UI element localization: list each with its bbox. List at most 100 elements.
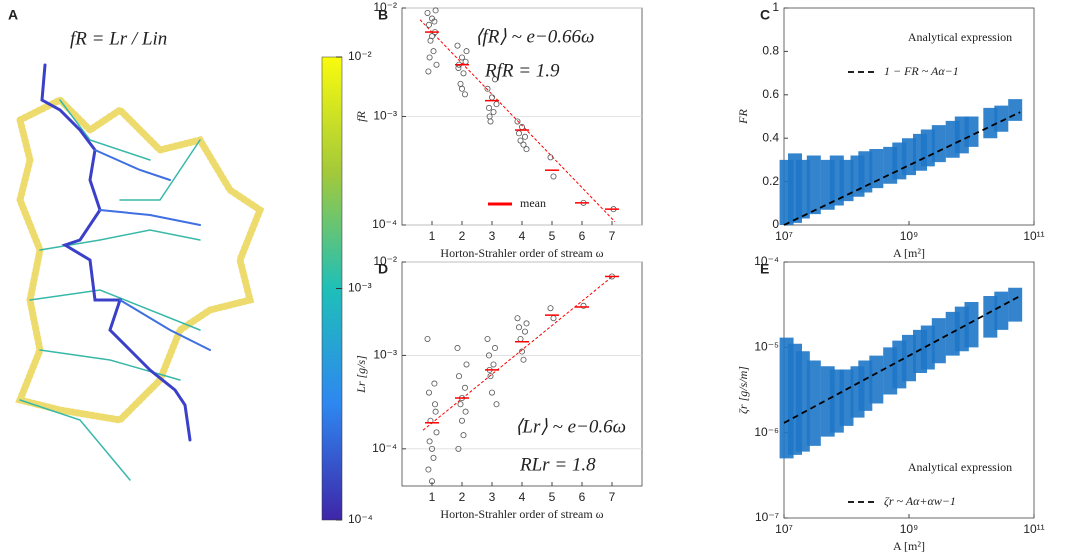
legend-label: mean <box>520 196 546 210</box>
panel-letter: D <box>378 261 388 277</box>
legend-label: ζr ~ Aα+αw−1 <box>884 494 956 508</box>
y-axis-label: Lr [g/s] <box>354 355 368 394</box>
y-tick-label: 1 <box>772 0 779 14</box>
point <box>460 70 467 77</box>
point <box>517 137 524 144</box>
y-axis-label: fR <box>354 111 368 122</box>
x-tick-label: 5 <box>549 490 556 504</box>
point <box>514 118 521 125</box>
point <box>516 324 523 331</box>
y-tick-label: 10⁻³ <box>373 348 397 362</box>
x-tick-label: 6 <box>579 229 586 243</box>
legend-title: Analytical expression <box>908 460 1012 474</box>
point <box>485 104 492 111</box>
y-tick-label: 0.6 <box>762 87 779 101</box>
y-axis-label: FR <box>736 109 750 125</box>
point <box>428 478 435 485</box>
river-network <box>15 63 265 481</box>
point <box>550 173 557 180</box>
point <box>460 432 467 439</box>
point <box>424 335 431 342</box>
x-tick-label: 10¹¹ <box>1023 522 1044 536</box>
y-tick-label: 0 <box>772 217 779 231</box>
x-tick-label: 7 <box>609 229 616 243</box>
point <box>433 429 440 436</box>
y-tick-label: 0.2 <box>762 174 779 188</box>
x-tick-label: 1 <box>429 229 436 243</box>
annotation: RLr = 1.8 <box>519 454 596 475</box>
point <box>523 146 530 153</box>
x-tick-label: 7 <box>609 490 616 504</box>
x-tick-label: 4 <box>519 490 526 504</box>
y-tick-label: 10⁻⁴ <box>372 441 397 455</box>
point <box>426 54 433 61</box>
map-title: fR = Lr / Lin <box>70 28 167 49</box>
point <box>485 352 492 359</box>
point <box>426 438 433 445</box>
point <box>484 85 491 92</box>
annotation: ⟨Lr⟩ ~ e−0.6ω <box>515 416 626 437</box>
y-tick-label: 10⁻⁷ <box>755 510 779 524</box>
point <box>454 42 461 49</box>
point <box>520 141 527 148</box>
y-tick-label: 10⁻⁴ <box>372 217 397 231</box>
point <box>458 417 465 424</box>
y-tick-label: 10⁻⁶ <box>754 425 779 439</box>
annotation: RfR = 1.9 <box>484 60 560 81</box>
point <box>491 76 498 83</box>
x-tick-label: 6 <box>579 490 586 504</box>
legend-label: 1 − FR ~ Aα−1 <box>884 64 959 78</box>
point <box>547 154 554 161</box>
point <box>425 21 432 28</box>
x-axis-label: A [m²] <box>893 539 925 553</box>
point <box>428 445 435 452</box>
x-tick-label: 3 <box>489 490 496 504</box>
point <box>432 7 439 14</box>
point <box>430 454 437 461</box>
point <box>458 85 465 92</box>
point <box>488 389 495 396</box>
colorbar-label: 10⁻³ <box>348 281 372 295</box>
x-tick-label: 10¹¹ <box>1023 229 1044 243</box>
x-tick-label: 2 <box>459 229 466 243</box>
point <box>431 401 438 408</box>
point <box>493 401 500 408</box>
x-tick-label: 2 <box>459 490 466 504</box>
fit-line <box>422 276 613 431</box>
y-tick-label: 10⁻⁵ <box>754 340 779 354</box>
point <box>463 361 470 368</box>
point <box>455 445 462 452</box>
x-axis-label: A [m²] <box>893 246 925 260</box>
point <box>490 109 497 116</box>
point <box>522 133 529 140</box>
point <box>431 380 438 387</box>
point <box>458 54 465 61</box>
point <box>520 356 527 363</box>
point <box>433 61 440 68</box>
y-tick-label: 10⁻² <box>373 0 397 14</box>
x-axis-label: Horton-Strahler order of stream ω <box>440 246 603 260</box>
point <box>523 320 530 327</box>
point <box>430 48 437 55</box>
y-tick-label: 0.8 <box>762 44 779 58</box>
point <box>522 328 529 335</box>
legend-title: Analytical expression <box>908 30 1012 44</box>
plot-area <box>401 261 643 487</box>
x-tick-label: 1 <box>429 490 436 504</box>
y-tick-label: 0.4 <box>762 130 779 144</box>
x-tick-label: 3 <box>489 229 496 243</box>
point <box>454 345 461 352</box>
point <box>457 401 464 408</box>
x-tick-label: 5 <box>549 229 556 243</box>
point <box>484 335 491 342</box>
x-tick-label: 10⁷ <box>775 229 793 243</box>
point <box>424 9 431 16</box>
point <box>428 33 435 40</box>
analytical-line <box>783 111 1021 226</box>
point <box>425 68 432 75</box>
y-tick-label: 10⁻³ <box>373 109 397 123</box>
y-tick-label: 10⁻² <box>373 254 397 268</box>
y-axis-label: ζr [g/s/m] <box>736 366 750 414</box>
point <box>519 348 526 355</box>
